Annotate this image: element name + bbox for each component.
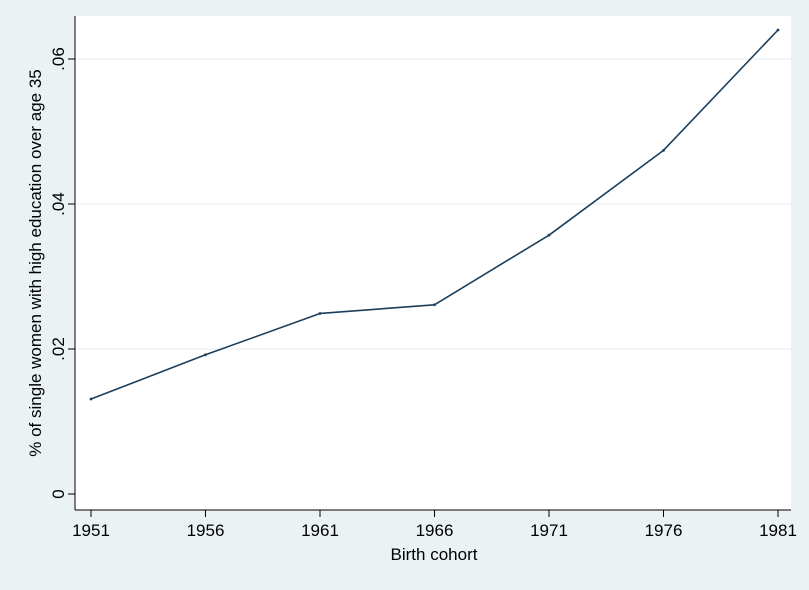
x-tick-label: 1981 [759, 521, 797, 540]
data-point [89, 397, 93, 401]
ticks: 0 .02 .04 .06 1951 1956 1961 1966 1971 1976 1981 [49, 47, 797, 540]
y-tick-label: .02 [49, 337, 68, 361]
plot-area [75, 16, 791, 510]
x-tick-label: 1966 [416, 521, 454, 540]
x-tick-label: 1951 [72, 521, 110, 540]
data-point [662, 148, 665, 152]
y-tick-label: .04 [49, 192, 68, 216]
y-tick-label: 0 [49, 489, 68, 498]
data-point [547, 233, 551, 237]
series [89, 28, 780, 401]
data-point [776, 28, 780, 32]
x-axis-label: Birth cohort [391, 545, 478, 564]
data-point [433, 303, 436, 307]
x-tick-label: 1971 [530, 521, 568, 540]
x-tick-label: 1956 [187, 521, 225, 540]
data-point [204, 353, 207, 357]
x-tick-label: 1976 [645, 521, 683, 540]
y-axis-label: % of single women with high education ov… [26, 69, 45, 456]
x-tick-label: 1961 [301, 521, 339, 540]
axes [74, 16, 791, 511]
data-point [318, 312, 322, 315]
gridlines [76, 58, 791, 350]
y-tick-label: .06 [49, 47, 68, 71]
